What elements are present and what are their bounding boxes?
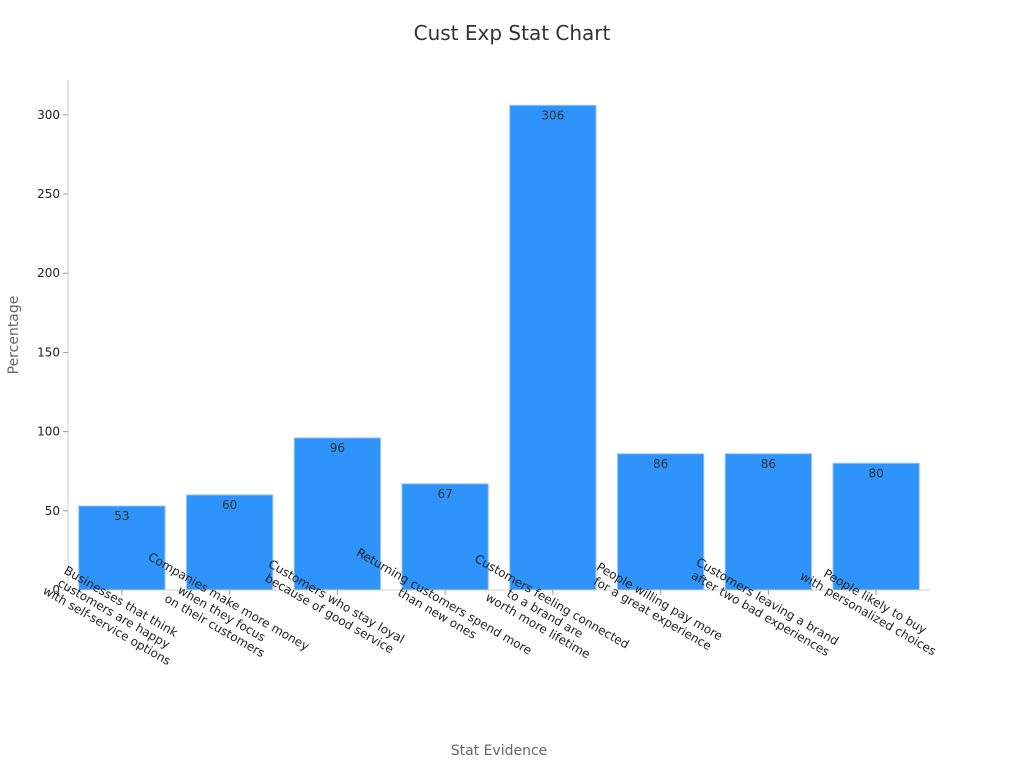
y-tick-label: 100 xyxy=(37,425,60,439)
bar-value-label: 96 xyxy=(330,441,345,455)
y-tick-label: 200 xyxy=(37,266,60,280)
y-axis-title: Percentage xyxy=(6,296,22,375)
bar xyxy=(832,462,920,591)
bar-value-label: 80 xyxy=(868,466,883,480)
y-tick-label: 0 xyxy=(52,583,60,597)
y-tick-label: 300 xyxy=(37,108,60,122)
bar-value-label: 53 xyxy=(114,509,129,523)
bar-value-label: 60 xyxy=(222,498,237,512)
bar xyxy=(617,453,705,591)
bar xyxy=(186,494,274,591)
y-tick-label: 250 xyxy=(37,187,60,201)
y-tick-label: 150 xyxy=(37,345,60,359)
bar-value-label: 67 xyxy=(437,487,452,501)
bar-value-label: 86 xyxy=(653,457,668,471)
bars-group: 53 60 96 67 306 86 86 80 xyxy=(78,104,920,591)
bar-value-label: 86 xyxy=(761,457,776,471)
y-axis: 0 50 100 150 200 250 300 xyxy=(37,80,69,597)
x-axis-title: Stat Evidence xyxy=(451,743,548,759)
bar xyxy=(724,453,812,591)
bar xyxy=(293,437,381,591)
bar-value-label: 306 xyxy=(541,108,564,122)
chart-title: Cust Exp Stat Chart xyxy=(414,21,611,45)
bar xyxy=(509,104,597,591)
bar xyxy=(401,483,489,591)
y-tick-label: 50 xyxy=(45,504,60,518)
